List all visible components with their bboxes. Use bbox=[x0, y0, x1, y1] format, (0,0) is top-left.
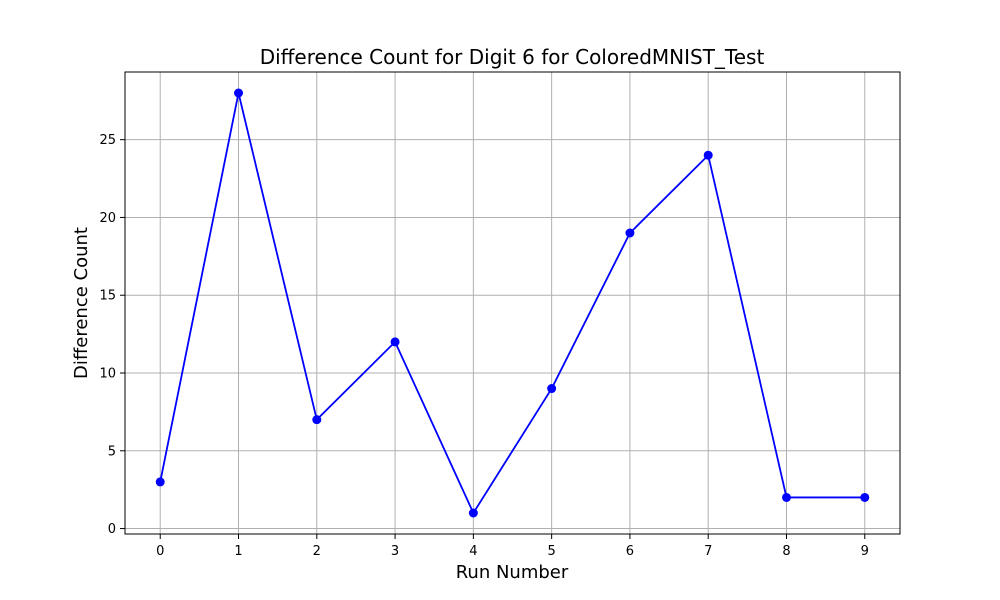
y-tick-label: 15 bbox=[99, 289, 116, 304]
data-point bbox=[390, 337, 400, 347]
data-point bbox=[155, 477, 165, 487]
axes: 0 1 2 3 4 5 6 7 8 9 0 5 10 15 20 25 bbox=[99, 133, 868, 559]
data-point bbox=[703, 150, 713, 160]
x-tick-label: 8 bbox=[782, 544, 790, 559]
data-line bbox=[159, 92, 865, 515]
y-tick-label: 25 bbox=[99, 133, 116, 148]
x-axis-label: Run Number bbox=[456, 562, 569, 583]
data-point bbox=[625, 228, 635, 238]
x-tick-label: 0 bbox=[156, 544, 164, 559]
grid bbox=[125, 72, 900, 534]
data-point bbox=[468, 508, 478, 518]
x-tick-label: 4 bbox=[469, 544, 477, 559]
x-tick-label: 2 bbox=[313, 544, 321, 559]
series-line bbox=[155, 88, 870, 518]
y-tick-label: 5 bbox=[108, 444, 116, 459]
x-tick-label: 9 bbox=[861, 544, 869, 559]
data-point bbox=[312, 415, 322, 425]
data-point bbox=[781, 492, 791, 502]
data-point bbox=[547, 384, 557, 394]
y-tick-label: 20 bbox=[99, 211, 116, 226]
x-tick-label: 1 bbox=[234, 544, 242, 559]
x-tick-label: 7 bbox=[704, 544, 712, 559]
x-tick-label: 3 bbox=[391, 544, 399, 559]
data-point bbox=[234, 88, 244, 98]
x-tick-label: 6 bbox=[626, 544, 634, 559]
y-tick-label: 0 bbox=[108, 522, 116, 537]
plot-frame bbox=[124, 71, 901, 535]
data-point bbox=[860, 492, 870, 502]
y-tick-label: 10 bbox=[99, 367, 116, 382]
x-tick-label: 5 bbox=[548, 544, 556, 559]
y-axis-label: Difference Count bbox=[71, 227, 92, 379]
chart-title: Difference Count for Digit 6 for Colored… bbox=[260, 45, 765, 69]
